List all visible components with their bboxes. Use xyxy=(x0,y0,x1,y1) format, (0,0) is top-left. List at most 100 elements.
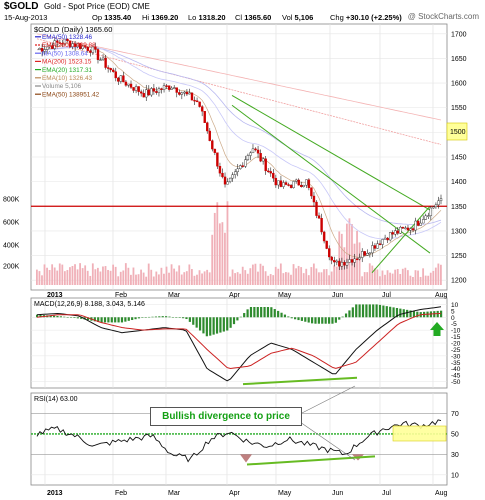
volume-bar xyxy=(41,275,43,285)
highlight-box-1500 xyxy=(446,122,468,141)
quote-open: Op 1335.40 xyxy=(92,13,132,22)
candle-up xyxy=(134,86,138,91)
volume-bar xyxy=(132,267,135,285)
volume-bar xyxy=(96,267,99,285)
volume-bar xyxy=(102,266,104,285)
volume-bar xyxy=(249,268,252,285)
macd-histogram-bar xyxy=(392,307,395,318)
volume-tick-label: 400K xyxy=(3,243,20,250)
volume-bar xyxy=(404,267,407,285)
volume-bar xyxy=(376,269,379,285)
volume-bar xyxy=(366,272,369,285)
volume-bar xyxy=(196,274,198,285)
macd-histogram-bar xyxy=(372,304,375,318)
volume-bar xyxy=(361,276,364,285)
candle-down xyxy=(86,47,90,51)
price-tick-label: 1300 xyxy=(451,228,467,235)
macd-tick-label: -15 xyxy=(451,334,461,341)
candle-up xyxy=(119,75,123,82)
volume-bar xyxy=(104,266,107,285)
candle-up xyxy=(371,245,374,254)
x-tick-label: May xyxy=(278,292,292,299)
volume-bar xyxy=(216,202,219,285)
candle-down xyxy=(129,83,133,88)
volume-bar xyxy=(173,268,176,285)
volume-bar xyxy=(163,273,165,285)
candle-up xyxy=(404,227,407,230)
macd-histogram-bar xyxy=(205,317,208,337)
macd-histogram-bar xyxy=(52,315,56,318)
volume-bar xyxy=(406,270,409,285)
candle-down xyxy=(274,177,278,186)
macd-histogram-bar xyxy=(365,304,368,318)
macd-histogram-bar xyxy=(181,317,185,319)
volume-bar xyxy=(36,269,38,285)
macd-histogram-bar xyxy=(341,316,344,318)
candle-up xyxy=(99,59,102,61)
macd-tick-label: -20 xyxy=(451,341,461,348)
candle-up xyxy=(81,45,84,49)
volume-bar xyxy=(218,223,221,285)
macd-histogram-bar xyxy=(338,317,341,320)
volume-bar xyxy=(112,264,115,285)
x-tick-label: Mar xyxy=(168,490,181,497)
candle-up xyxy=(43,49,46,52)
macd-histogram-bar xyxy=(49,315,52,318)
volume-bar xyxy=(310,267,313,285)
macd-histogram-bar xyxy=(127,317,130,321)
candle-up xyxy=(173,87,176,89)
volume-bar xyxy=(307,275,310,285)
volume-bar xyxy=(99,271,102,285)
volume-bar xyxy=(203,271,206,285)
candle-down xyxy=(256,149,260,154)
macd-histogram-bar xyxy=(273,309,276,318)
macd-panel-title: MACD(12,26,9) 8.188, 3.043, 5.146 xyxy=(34,301,145,308)
x-tick-label: Jul xyxy=(382,292,391,299)
candle-up xyxy=(409,228,412,231)
candle-up xyxy=(228,177,232,182)
macd-histogram-bar xyxy=(69,317,73,318)
macd-histogram-bar xyxy=(317,317,320,324)
x-tick-label: Jun xyxy=(332,490,343,497)
volume-bar xyxy=(89,275,92,285)
candle-down xyxy=(51,45,54,49)
ma50-line xyxy=(36,46,442,226)
volume-bar xyxy=(224,232,226,285)
candle-up xyxy=(188,92,191,95)
candle-up xyxy=(277,180,280,186)
macd-histogram-bar xyxy=(124,317,127,322)
candle-down xyxy=(411,228,415,231)
candle-down xyxy=(137,86,140,92)
volume-bar xyxy=(379,276,381,285)
macd-line xyxy=(36,306,442,382)
candle-up xyxy=(381,239,384,245)
ema50-line xyxy=(36,45,442,240)
macd-histogram-bar xyxy=(151,316,154,318)
volume-bar xyxy=(165,266,168,285)
candle-down xyxy=(203,110,206,123)
price-tick-label: 1650 xyxy=(451,56,467,63)
volume-bar xyxy=(312,263,315,285)
macd-histogram-bar xyxy=(97,317,100,322)
candle-down xyxy=(343,262,346,266)
volume-bar xyxy=(259,263,262,285)
candle-down xyxy=(152,88,156,92)
macd-histogram-bar xyxy=(348,310,351,318)
candle-down xyxy=(61,43,64,45)
candle-down xyxy=(68,40,72,47)
candle-down xyxy=(106,67,110,69)
candle-up xyxy=(432,206,435,209)
volume-bar xyxy=(401,268,404,285)
volume-bar xyxy=(358,242,361,285)
candle-down xyxy=(279,180,283,187)
volume-bar xyxy=(69,267,71,285)
ma200-line xyxy=(36,33,442,121)
volume-bar xyxy=(53,267,56,285)
trendline-lower xyxy=(231,104,431,254)
rsi-panel-title: RSI(14) 63.00 xyxy=(34,396,78,403)
candle-up xyxy=(249,152,252,156)
volume-bar xyxy=(140,269,142,285)
macd-histogram-bar xyxy=(368,304,371,318)
candle-down xyxy=(213,148,217,153)
macd-histogram-bar xyxy=(344,313,348,318)
